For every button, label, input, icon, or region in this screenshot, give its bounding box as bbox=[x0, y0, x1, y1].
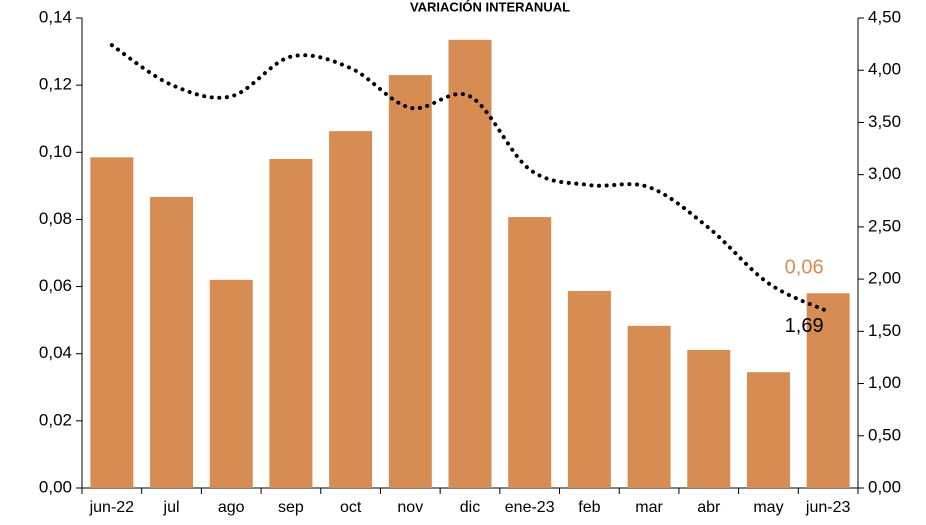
bar bbox=[150, 196, 194, 488]
y2-tick-label: 2,00 bbox=[868, 269, 901, 288]
x-tick-label: abr bbox=[697, 499, 721, 516]
y-tick-label: 0,02 bbox=[39, 410, 72, 429]
y2-tick-label: 3,50 bbox=[868, 112, 901, 131]
bar bbox=[388, 75, 432, 489]
y2-tick-label: 4,50 bbox=[868, 7, 901, 26]
x-tick-label: oct bbox=[340, 499, 362, 516]
bar bbox=[746, 372, 790, 488]
bar bbox=[508, 217, 552, 489]
bar bbox=[627, 325, 671, 488]
y-tick-label: 0,08 bbox=[39, 209, 72, 228]
y-tick-label: 0,10 bbox=[39, 142, 72, 161]
x-tick-label: sep bbox=[278, 499, 304, 516]
x-tick-label: may bbox=[753, 499, 783, 516]
bar bbox=[90, 157, 134, 489]
y2-tick-label: 0,50 bbox=[868, 425, 901, 444]
x-tick-label: feb bbox=[578, 499, 600, 516]
bar bbox=[687, 350, 731, 488]
x-tick-label: nov bbox=[397, 499, 423, 516]
x-tick-label: dic bbox=[460, 499, 480, 516]
y2-tick-label: 0,00 bbox=[868, 477, 901, 496]
y-tick-label: 0,04 bbox=[39, 343, 72, 362]
y-tick-label: 0,06 bbox=[39, 276, 72, 295]
x-tick-label: mar bbox=[635, 499, 663, 516]
bar bbox=[329, 131, 373, 488]
bar bbox=[209, 279, 253, 488]
y2-tick-label: 2,50 bbox=[868, 216, 901, 235]
x-tick-label: jun-22 bbox=[89, 499, 135, 516]
x-tick-label: jul bbox=[163, 499, 180, 516]
bar-value-label: 0,06 bbox=[785, 257, 824, 279]
y-tick-label: 0,12 bbox=[39, 75, 72, 94]
bar bbox=[269, 159, 313, 488]
bar bbox=[806, 293, 850, 488]
chart-title: VARIACIÓN INTERANUAL bbox=[410, 0, 570, 14]
y-tick-label: 0,00 bbox=[39, 477, 72, 496]
x-tick-label: jun-23 bbox=[805, 499, 851, 516]
y-tick-label: 0,14 bbox=[39, 7, 72, 26]
y2-tick-label: 1,50 bbox=[868, 321, 901, 340]
y2-tick-label: 1,00 bbox=[868, 373, 901, 392]
y2-tick-label: 4,00 bbox=[868, 60, 901, 79]
bar bbox=[448, 39, 492, 488]
bar bbox=[567, 290, 611, 488]
y2-tick-label: 3,00 bbox=[868, 164, 901, 183]
x-tick-label: ene-23 bbox=[505, 499, 555, 516]
x-tick-label: ago bbox=[218, 499, 245, 516]
line-value-label: 1,69 bbox=[785, 315, 824, 337]
